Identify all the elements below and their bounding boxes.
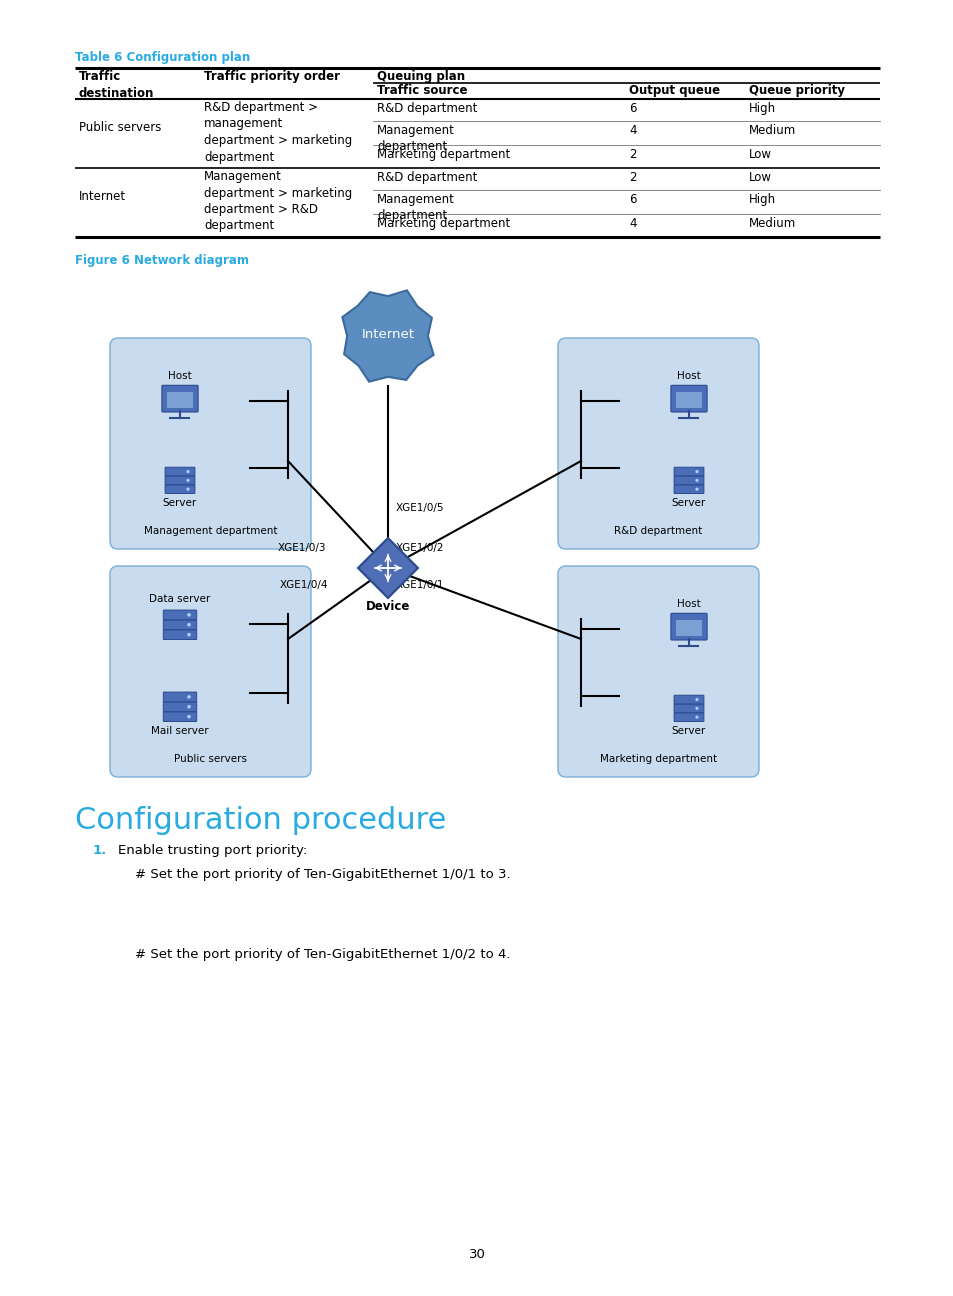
Text: Host: Host xyxy=(677,371,700,381)
FancyBboxPatch shape xyxy=(674,485,703,494)
Text: XGE1/0/4: XGE1/0/4 xyxy=(279,581,328,590)
Text: Traffic priority order: Traffic priority order xyxy=(204,70,339,83)
Text: Marketing department: Marketing department xyxy=(599,754,717,765)
FancyBboxPatch shape xyxy=(558,566,759,778)
FancyBboxPatch shape xyxy=(670,613,706,640)
Text: Server: Server xyxy=(671,726,705,736)
Text: 2: 2 xyxy=(628,148,636,161)
Text: 2: 2 xyxy=(628,171,636,184)
Text: Internet: Internet xyxy=(79,191,126,203)
Text: Low: Low xyxy=(748,148,771,161)
Text: Queue priority: Queue priority xyxy=(748,84,844,97)
Text: Host: Host xyxy=(168,371,192,381)
FancyBboxPatch shape xyxy=(165,468,194,476)
FancyBboxPatch shape xyxy=(163,702,196,712)
Text: Management
department: Management department xyxy=(376,193,455,222)
FancyBboxPatch shape xyxy=(674,713,703,722)
Text: Internet: Internet xyxy=(361,328,414,341)
Text: Server: Server xyxy=(163,498,197,508)
Text: 4: 4 xyxy=(628,216,636,229)
Text: XGE1/0/2: XGE1/0/2 xyxy=(395,543,444,553)
Text: Management
department > marketing
department > R&D
department: Management department > marketing depart… xyxy=(204,170,352,232)
FancyBboxPatch shape xyxy=(674,704,703,713)
FancyBboxPatch shape xyxy=(163,630,196,639)
FancyBboxPatch shape xyxy=(165,485,194,494)
Circle shape xyxy=(695,487,698,491)
Text: Medium: Medium xyxy=(748,216,796,229)
Text: R&D department: R&D department xyxy=(376,102,476,115)
Text: Traffic source: Traffic source xyxy=(376,84,467,97)
FancyBboxPatch shape xyxy=(675,391,701,408)
Text: Data server: Data server xyxy=(150,594,211,604)
Text: # Set the port priority of Ten-GigabitEthernet 1/0/2 to 4.: # Set the port priority of Ten-GigabitEt… xyxy=(135,947,510,962)
FancyBboxPatch shape xyxy=(162,385,198,412)
Text: Server: Server xyxy=(671,498,705,508)
Text: R&D department >
management
department > marketing
department: R&D department > management department >… xyxy=(204,101,352,163)
Text: Public servers: Public servers xyxy=(79,121,161,133)
Text: 4: 4 xyxy=(628,124,636,137)
Circle shape xyxy=(187,715,191,718)
FancyBboxPatch shape xyxy=(675,619,701,636)
Text: High: High xyxy=(748,102,776,115)
Text: Host: Host xyxy=(677,599,700,609)
Circle shape xyxy=(187,632,191,636)
FancyBboxPatch shape xyxy=(670,385,706,412)
FancyBboxPatch shape xyxy=(674,468,703,476)
Text: 1.: 1. xyxy=(92,844,107,857)
Circle shape xyxy=(695,715,698,719)
FancyBboxPatch shape xyxy=(110,566,311,778)
Circle shape xyxy=(187,623,191,626)
Text: 30: 30 xyxy=(468,1248,485,1261)
Text: R&D department: R&D department xyxy=(614,526,702,537)
Text: Medium: Medium xyxy=(748,124,796,137)
Text: Mail server: Mail server xyxy=(151,726,209,736)
Text: Management department: Management department xyxy=(144,526,277,537)
Text: 6: 6 xyxy=(628,102,636,115)
Circle shape xyxy=(695,470,698,473)
Text: Marketing department: Marketing department xyxy=(376,216,510,229)
Text: R&D department: R&D department xyxy=(376,171,476,184)
FancyBboxPatch shape xyxy=(163,619,196,630)
Polygon shape xyxy=(342,290,434,381)
Text: Table 6 Configuration plan: Table 6 Configuration plan xyxy=(75,51,250,64)
FancyBboxPatch shape xyxy=(558,338,759,550)
FancyBboxPatch shape xyxy=(163,692,196,701)
Text: Low: Low xyxy=(748,171,771,184)
FancyBboxPatch shape xyxy=(167,391,193,408)
Circle shape xyxy=(187,695,191,699)
Text: XGE1/0/1: XGE1/0/1 xyxy=(395,581,444,590)
Text: Output queue: Output queue xyxy=(628,84,720,97)
FancyBboxPatch shape xyxy=(163,712,196,722)
FancyBboxPatch shape xyxy=(674,695,703,704)
Text: XGE1/0/3: XGE1/0/3 xyxy=(277,543,326,553)
FancyBboxPatch shape xyxy=(163,610,196,619)
Text: Queuing plan: Queuing plan xyxy=(376,70,465,83)
Text: XGE1/0/5: XGE1/0/5 xyxy=(395,503,444,513)
Circle shape xyxy=(187,705,191,709)
Text: Marketing department: Marketing department xyxy=(376,148,510,161)
Text: Enable trusting port priority:: Enable trusting port priority: xyxy=(118,844,307,857)
Text: Management
department: Management department xyxy=(376,124,455,153)
Text: Traffic
destination: Traffic destination xyxy=(79,70,154,100)
Circle shape xyxy=(186,470,190,473)
Polygon shape xyxy=(357,538,417,597)
Text: 6: 6 xyxy=(628,193,636,206)
FancyBboxPatch shape xyxy=(110,338,311,550)
FancyBboxPatch shape xyxy=(165,476,194,485)
Text: High: High xyxy=(748,193,776,206)
Text: # Set the port priority of Ten-GigabitEthernet 1/0/1 to 3.: # Set the port priority of Ten-GigabitEt… xyxy=(135,868,510,881)
FancyBboxPatch shape xyxy=(674,476,703,485)
Circle shape xyxy=(695,706,698,710)
Text: Public servers: Public servers xyxy=(173,754,247,765)
Circle shape xyxy=(695,478,698,482)
Text: Device: Device xyxy=(365,600,410,613)
Circle shape xyxy=(187,613,191,617)
Text: Figure 6 Network diagram: Figure 6 Network diagram xyxy=(75,254,249,267)
Circle shape xyxy=(695,699,698,701)
Text: Configuration procedure: Configuration procedure xyxy=(75,806,446,835)
Circle shape xyxy=(186,487,190,491)
Circle shape xyxy=(186,478,190,482)
